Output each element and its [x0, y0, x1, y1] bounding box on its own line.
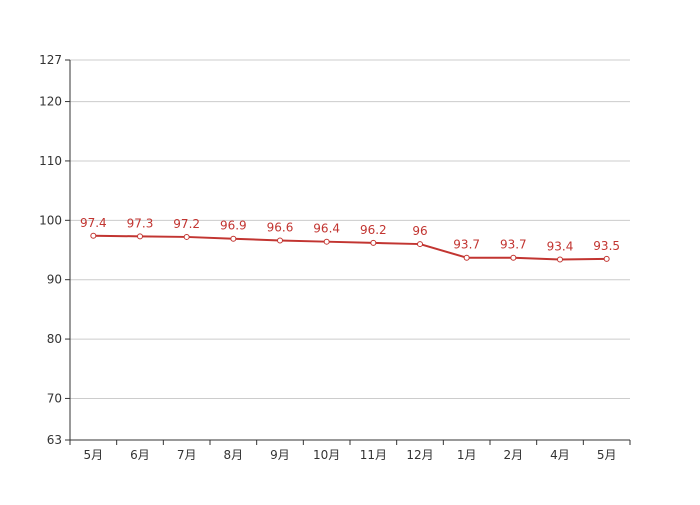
y-tick-label: 110	[39, 154, 62, 168]
data-label: 96	[412, 224, 427, 238]
x-tick-label: 8月	[224, 448, 244, 462]
x-tick-label: 6月	[130, 448, 150, 462]
x-tick-label: 11月	[360, 448, 387, 462]
axes	[65, 59, 631, 445]
grid-lines	[70, 59, 630, 399]
data-point	[137, 233, 143, 240]
series	[90, 232, 610, 263]
y-tick-label: 63	[47, 433, 62, 447]
data-label: 96.4	[313, 222, 340, 236]
data-point	[603, 255, 610, 262]
y-tick-label: 127	[39, 53, 62, 67]
data-label: 97.3	[127, 216, 154, 230]
data-label: 96.9	[220, 219, 247, 233]
x-tick-label: 4月	[550, 448, 570, 462]
data-point	[510, 254, 517, 261]
x-tick-label: 5月	[597, 448, 617, 462]
data-point	[417, 241, 423, 248]
data-label: 93.7	[453, 238, 480, 252]
data-label: 96.2	[360, 223, 387, 237]
x-tick-label: 7月	[177, 448, 197, 462]
y-tick-label: 90	[47, 273, 62, 287]
data-point	[183, 233, 190, 240]
y-tick-label: 120	[39, 95, 62, 109]
data-label: 93.4	[547, 240, 574, 254]
x-tick-label: 2月	[504, 448, 524, 462]
y-tick-label: 70	[47, 391, 62, 405]
data-point	[557, 256, 563, 263]
data-labels: 97.4 97.3 97.2 96.9 96.6 96.4 96.2 96 93.7 93.7 93…	[80, 216, 620, 254]
series-line	[93, 234, 607, 261]
data-label: 97.4	[80, 216, 107, 230]
data-point	[230, 235, 237, 242]
data-point	[323, 238, 330, 245]
y-tick-label: 100	[39, 213, 62, 227]
data-point	[90, 232, 97, 239]
x-axis-tick-labels: 5月 6月 7月 8月 9月 10月 11月 12月 1月 2月 4月 5月	[84, 448, 617, 462]
data-point	[463, 254, 470, 261]
x-tick-label: 5月	[84, 448, 104, 462]
data-point	[277, 237, 283, 244]
x-tick-label: 1月	[457, 448, 477, 462]
data-label: 96.6	[267, 221, 294, 235]
x-tick-label: 12月	[406, 448, 433, 462]
data-label: 93.5	[593, 239, 620, 253]
data-label: 97.2	[173, 217, 200, 231]
data-label: 93.7	[500, 238, 527, 252]
x-tick-label: 10月	[313, 448, 340, 462]
data-point	[370, 239, 377, 246]
y-tick-label: 80	[47, 332, 62, 346]
x-tick-label: 9月	[270, 448, 290, 462]
y-axis-tick-labels: 63 70 80 90 100 110 120 127	[39, 53, 62, 447]
